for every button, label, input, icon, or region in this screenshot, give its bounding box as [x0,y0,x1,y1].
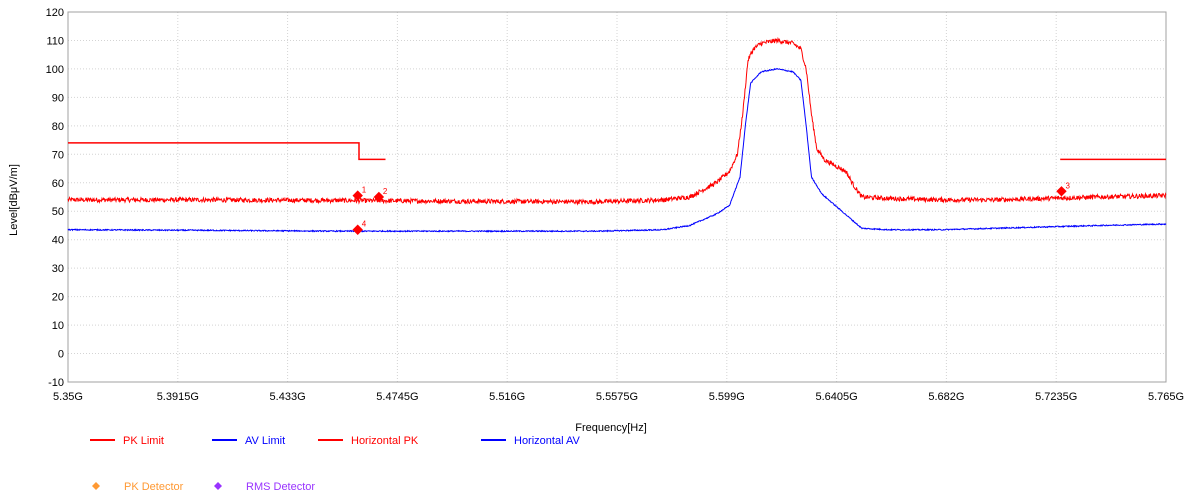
marker-label: 2 [383,187,388,196]
y-tick-labels: -10 0 10 20 30 40 50 60 70 80 90 100 110 120 [46,7,64,389]
legend-label-av-limit: AV Limit [245,435,285,447]
legend-label-horizontal-av: Horizontal AV [514,435,580,447]
legend-label-pk-limit: PK Limit [123,435,164,447]
y-tick-label: 50 [52,206,64,218]
legend-label-horizontal-pk: Horizontal PK [351,435,419,447]
legend: PK Limit AV Limit Horizontal PK Horizontal … [90,435,580,493]
marker-1 [352,190,363,201]
x-tick-label: 5.4745G [376,391,418,403]
x-tick-label: 5.433G [270,391,306,403]
y-tick-label: 30 [52,263,64,275]
marker-label: 4 [362,220,367,229]
y-tick-label: 120 [46,7,64,19]
y-tick-label: 80 [52,121,64,133]
y-tick-label: -10 [48,377,64,389]
horizontal-pk-trace [67,36,1167,206]
marker-4 [352,224,363,235]
x-tick-label: 5.765G [1148,391,1184,403]
legend-label-rms-detector: RMS Detector [246,481,315,493]
y-tick-label: 20 [52,292,64,304]
x-tick-label: 5.3915G [157,391,199,403]
series-layer [67,36,1167,233]
y-tick-label: 40 [52,235,64,247]
x-tick-labels: 5.35G 5.3915G 5.433G 5.4745G 5.516G 5.5575G 5.… [53,391,1184,403]
marker-3 [1056,186,1067,197]
marker-2 [373,191,385,203]
marker-label: 1 [362,186,367,195]
x-tick-label: 5.5575G [596,391,638,403]
x-tick-label: 5.599G [709,391,745,403]
y-tick-label: 100 [46,64,64,76]
y-tick-label: 110 [46,35,64,47]
x-tick-label: 5.35G [53,391,83,403]
pk-limit-line [68,142,386,161]
y-tick-label: 90 [52,92,64,104]
horizontal-av-trace [67,67,1167,233]
legend-swatch-pk-detector [92,482,100,490]
y-tick-label: 0 [58,349,64,361]
x-tick-label: 5.7235G [1035,391,1077,403]
legend-label-pk-detector: PK Detector [124,481,184,493]
y-tick-label: 10 [52,320,64,332]
y-tick-label: 60 [52,178,64,190]
y-axis-title: Level[dBμV/m] [8,164,20,236]
x-tick-label: 5.682G [928,391,964,403]
x-tick-label: 5.6405G [815,391,857,403]
legend-swatch-rms-detector [214,482,222,490]
marker-label: 3 [1065,181,1070,190]
marker-layer: 1 2 3 4 [352,181,1070,235]
y-tick-label: 70 [52,149,64,161]
x-axis-title: Frequency[Hz] [575,422,647,434]
x-tick-label: 5.516G [489,391,525,403]
plot-frame [67,11,1167,383]
